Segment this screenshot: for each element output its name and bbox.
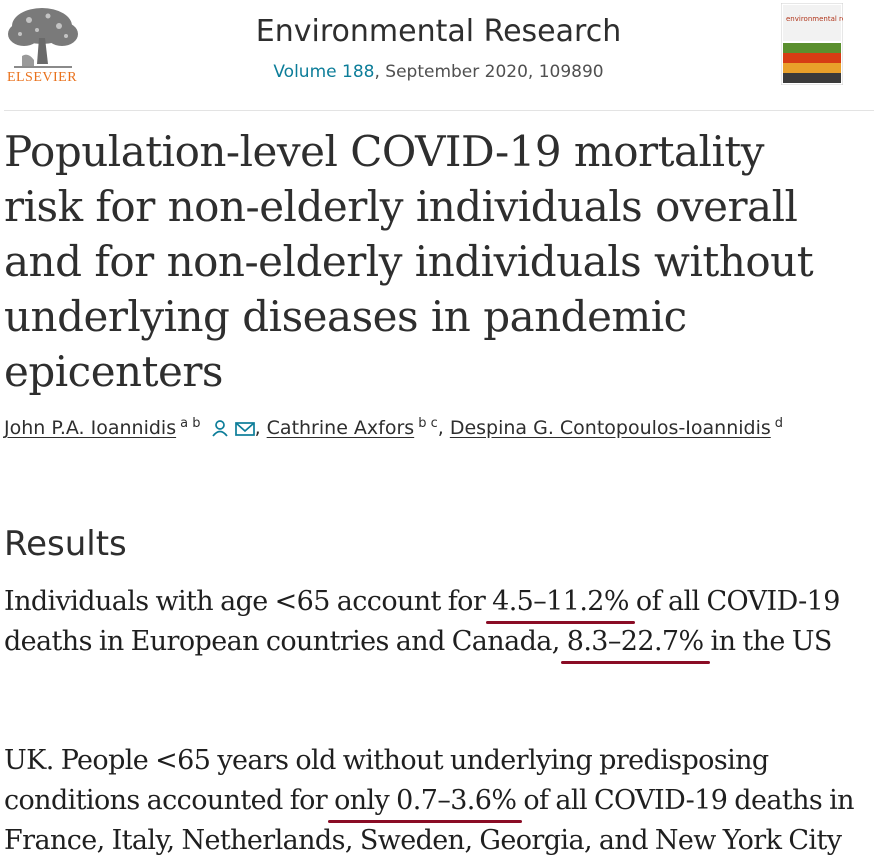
- title-line: Population-level COVID-19 mortality: [4, 127, 765, 176]
- results-paragraph-2: UK. People <65 years old without underly…: [4, 741, 876, 861]
- highlighted-figure: 4.5–11.2%: [492, 586, 629, 617]
- text-segment: of all COVID-19: [628, 586, 841, 617]
- title-line: and for non-elderly individuals without: [4, 237, 814, 286]
- citation-details: , September 2020, 109890: [374, 62, 604, 82]
- volume-link[interactable]: Volume 188: [273, 62, 375, 82]
- author-affiliations[interactable]: b c: [418, 416, 438, 431]
- journal-cover-thumbnail[interactable]: environmental research: [781, 3, 843, 85]
- header-divider: [4, 110, 874, 111]
- title-line: underlying diseases in pandemic: [4, 292, 687, 341]
- text-line: France, Italy, Netherlands, Sweden, Geor…: [4, 825, 842, 856]
- text-segment: of all COVID-19 deaths in: [516, 785, 854, 816]
- text-line: UK. People <65 years old without underly…: [4, 745, 769, 776]
- article-title: Population-level COVID-19 mortality risk…: [4, 124, 870, 399]
- author-link[interactable]: Despina G. Contopoulos-Ioannidis: [449, 417, 771, 439]
- highlighted-figure: only 0.7–3.6%: [334, 785, 517, 816]
- author-separator: ,: [254, 417, 267, 439]
- journal-header: ELSEVIER Environmental Research Volume 1…: [0, 0, 877, 110]
- author-contact-icons: [211, 419, 255, 442]
- citation: Volume 188, September 2020, 109890: [0, 62, 877, 82]
- title-line: risk for non-elderly individuals overall: [4, 182, 798, 231]
- text-segment: in the US: [703, 626, 833, 657]
- journal-title[interactable]: Environmental Research: [255, 14, 622, 49]
- publisher-name: ELSEVIER: [6, 70, 78, 85]
- author-list: John P.A. Ioannidis a b , Cathrine Axfors…: [4, 416, 874, 442]
- text-segment: Individuals with age <65 account for: [4, 586, 493, 617]
- highlighted-figure: 8.3–22.7%: [566, 626, 704, 657]
- text-segment: deaths in European countries and Canada,: [4, 626, 567, 657]
- title-line: epicenters: [4, 347, 223, 396]
- cover-title: environmental research: [786, 15, 843, 23]
- person-icon[interactable]: [211, 419, 229, 437]
- mail-icon[interactable]: [234, 421, 255, 437]
- results-paragraph-1: Individuals with age <65 account for 4.5…: [4, 582, 876, 662]
- author-link[interactable]: Cathrine Axfors: [266, 417, 415, 439]
- author-affiliations[interactable]: a b: [180, 416, 201, 431]
- text-line: conditions accounted for only 0.7–3.6% o…: [4, 785, 855, 816]
- author-separator: ,: [437, 417, 450, 439]
- author-affiliations[interactable]: d: [774, 416, 784, 431]
- text-line: Individuals with age <65 account for 4.5…: [4, 586, 840, 617]
- results-heading: Results: [4, 524, 127, 564]
- text-line: deaths in European countries and Canada,…: [4, 626, 832, 657]
- author-link[interactable]: John P.A. Ioannidis: [4, 417, 177, 439]
- text-segment: conditions accounted for: [4, 785, 335, 816]
- elsevier-tree-logo[interactable]: [4, 4, 82, 90]
